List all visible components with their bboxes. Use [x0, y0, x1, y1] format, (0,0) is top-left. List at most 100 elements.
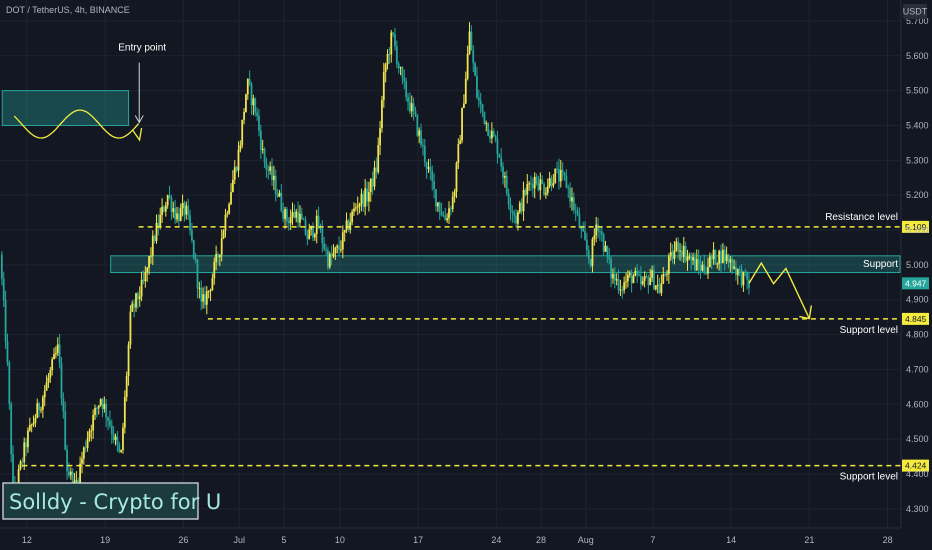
candle-body — [515, 215, 517, 224]
y-tick-label: 5.600 — [906, 51, 929, 61]
level-tag-support-low[interactable] — [902, 459, 929, 472]
candle-body — [630, 273, 633, 284]
candle-body — [571, 197, 573, 202]
candle-body — [49, 370, 52, 378]
candle-body — [602, 234, 605, 252]
candle-body — [23, 442, 26, 463]
time-axis[interactable]: 12 19 26 Jul 5 10 17 24 28 Aug 7 14 21 28 — [0, 527, 901, 545]
candle-body — [574, 209, 577, 211]
candle-body — [241, 119, 244, 146]
candle-body — [489, 135, 491, 139]
candle-body — [291, 212, 294, 218]
candle-body — [433, 181, 436, 190]
candle-body — [237, 149, 240, 171]
candle-body — [168, 195, 171, 198]
candle-body — [248, 78, 251, 85]
candle-body — [138, 296, 141, 300]
candle-body — [334, 247, 337, 254]
candle-body — [287, 221, 290, 224]
candle-body — [369, 178, 372, 193]
candle-body — [269, 166, 272, 171]
y-tick-label: 5.400 — [906, 120, 929, 130]
candle-body — [198, 287, 201, 289]
candle-body — [423, 145, 426, 162]
candle-body — [64, 411, 67, 450]
candle-body — [461, 108, 463, 141]
candle-body — [526, 184, 529, 195]
candle-body — [479, 100, 482, 105]
y-tick-label: 5.300 — [906, 155, 929, 165]
grid-lines — [0, 0, 901, 528]
candle-body — [99, 399, 102, 406]
candle-body — [284, 209, 286, 219]
candle-body — [638, 274, 640, 276]
candle-body — [228, 204, 231, 214]
candle-body — [79, 463, 82, 483]
candle-body — [189, 215, 191, 231]
candle-body — [265, 162, 268, 170]
candle-body — [435, 189, 437, 207]
candle-body — [213, 261, 216, 279]
candle-body — [341, 232, 344, 250]
candle-body — [97, 405, 100, 409]
candle-body — [552, 183, 555, 186]
candle-body — [315, 215, 318, 235]
candle-body — [388, 54, 391, 56]
x-tick-label: 10 — [335, 535, 345, 545]
candle-body — [664, 274, 667, 276]
candle-body — [187, 205, 190, 216]
candle-body — [109, 420, 111, 426]
candle-body — [224, 214, 227, 231]
candle-body — [204, 294, 206, 305]
candle-body — [131, 303, 134, 312]
last-price-tag[interactable] — [902, 277, 929, 290]
candle-body — [271, 166, 273, 181]
candle-body — [567, 187, 570, 189]
wave-arrow-head — [132, 127, 143, 142]
y-tick-label: 5.100 — [906, 225, 929, 235]
candle-body — [142, 279, 145, 282]
candle-body — [744, 271, 747, 273]
candle-body — [466, 53, 469, 79]
candle-body — [436, 202, 439, 207]
candle-body — [399, 67, 402, 69]
candle-body — [58, 344, 61, 364]
candle-body — [543, 183, 545, 195]
candle-body — [494, 136, 497, 140]
candle-body — [554, 168, 557, 184]
candle-body — [217, 253, 219, 258]
candle-body — [688, 256, 691, 258]
y-tick-label: 4.800 — [906, 330, 929, 340]
entry-point-label: Entry point — [118, 43, 166, 54]
candle-body — [610, 259, 613, 279]
candle-body — [392, 32, 395, 35]
level-tag-resistance[interactable] — [902, 220, 929, 233]
candle-body — [163, 206, 165, 212]
candle-body — [476, 75, 478, 98]
level-tag-text-support-low: 4.424 — [905, 461, 927, 471]
candle-body — [595, 224, 598, 236]
x-tick-label: 14 — [726, 535, 736, 545]
candle-body — [578, 214, 581, 228]
candle-body — [364, 188, 367, 207]
level-tag-support-mid[interactable] — [902, 312, 929, 325]
price-axis[interactable]: 4.300 4.400 4.500 4.600 4.700 4.800 4.900 5.000… — [900, 0, 929, 528]
candle-body — [129, 311, 132, 345]
candle-body — [278, 192, 281, 197]
candle-body — [222, 230, 225, 239]
candle-body — [323, 243, 326, 250]
candle-body — [410, 103, 413, 112]
y-tick-label: 5.700 — [906, 16, 929, 26]
candle-body — [159, 214, 162, 228]
candle-body — [559, 170, 562, 182]
x-tick-label: 12 — [22, 535, 32, 545]
currency-badge[interactable] — [903, 4, 927, 19]
candle-body — [194, 258, 197, 260]
candle-body — [295, 211, 298, 218]
candle-body — [10, 403, 13, 455]
x-tick-label: 28 — [883, 535, 893, 545]
level-tag-text-support-mid: 4.845 — [905, 314, 927, 324]
candle-body — [36, 403, 39, 419]
arrows-layer — [13, 62, 813, 320]
